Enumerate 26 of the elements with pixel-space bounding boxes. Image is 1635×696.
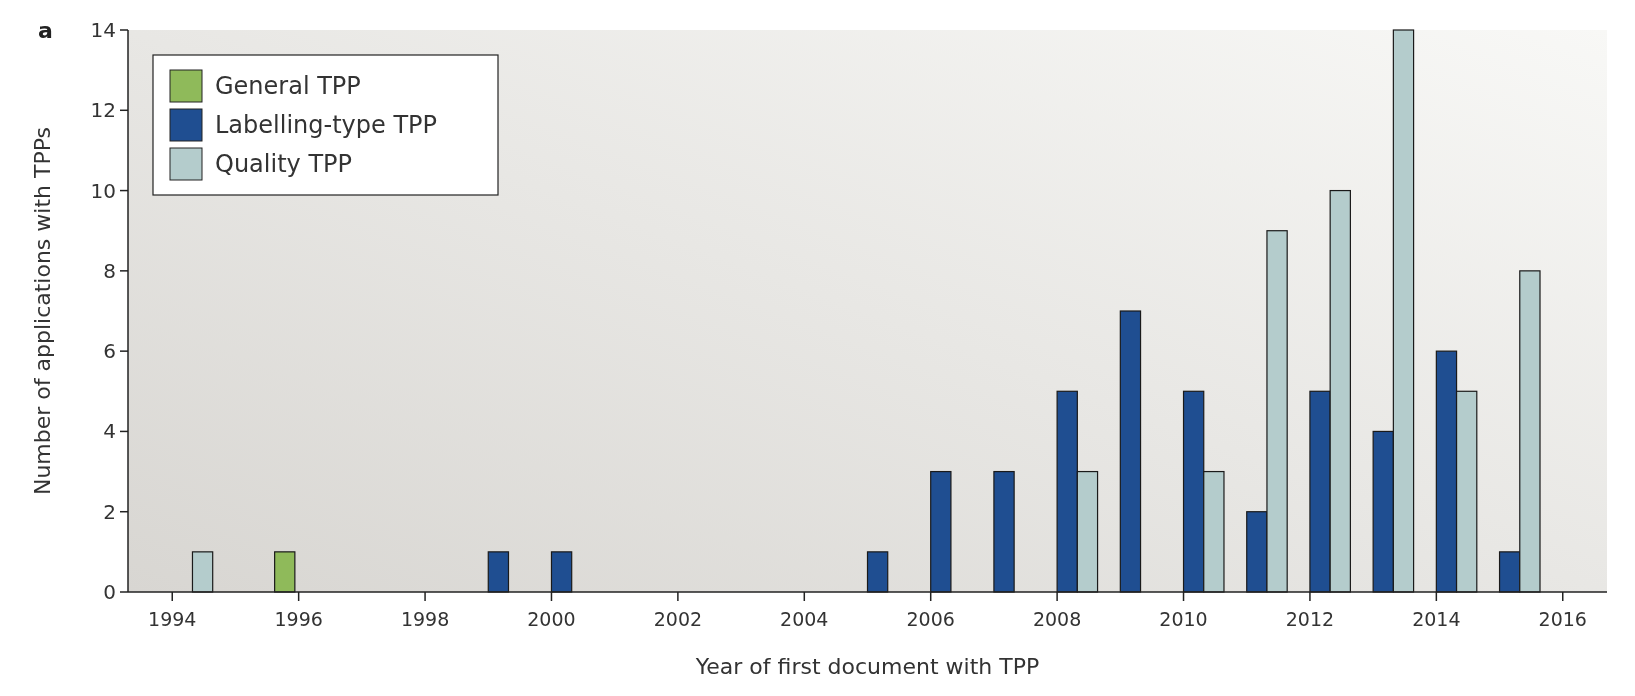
y-tick-label: 8	[103, 258, 116, 283]
y-tick-label: 2	[103, 499, 116, 524]
x-tick-label: 1998	[400, 608, 450, 630]
x-tick-label: 2002	[653, 608, 703, 630]
x-tick-label: 2016	[1538, 608, 1587, 630]
x-tick-label: 2000	[527, 608, 576, 630]
y-tick-label: 12	[90, 98, 116, 123]
x-tick-label: 2008	[1032, 608, 1082, 630]
x-tick-label: 2010	[1159, 608, 1208, 630]
x-tick-label: 2006	[906, 608, 955, 630]
text: a	[38, 18, 53, 43]
y-tick-label: 4	[103, 419, 116, 444]
x-axis-title: Year of first document with TPP	[694, 654, 1040, 679]
y-tick-label: 10	[90, 178, 116, 203]
y-axis-title: Number of applications with TPPs	[30, 126, 55, 496]
x-tick-label: 1994	[148, 608, 197, 630]
legend-label: Labelling-type TPP	[215, 111, 438, 140]
y-tick-label: 14	[90, 18, 116, 42]
y-tick-label: 6	[103, 339, 116, 364]
x-tick-label: 1996	[274, 608, 323, 630]
legend-label: General TPP	[215, 72, 361, 101]
x-tick-label: 2012	[1285, 608, 1335, 630]
x-tick-label: 2004	[780, 608, 829, 630]
y-tick-label: 0	[103, 580, 116, 604]
legend-label: Quality TPP	[215, 150, 352, 179]
x-tick-label: 2014	[1412, 608, 1461, 630]
